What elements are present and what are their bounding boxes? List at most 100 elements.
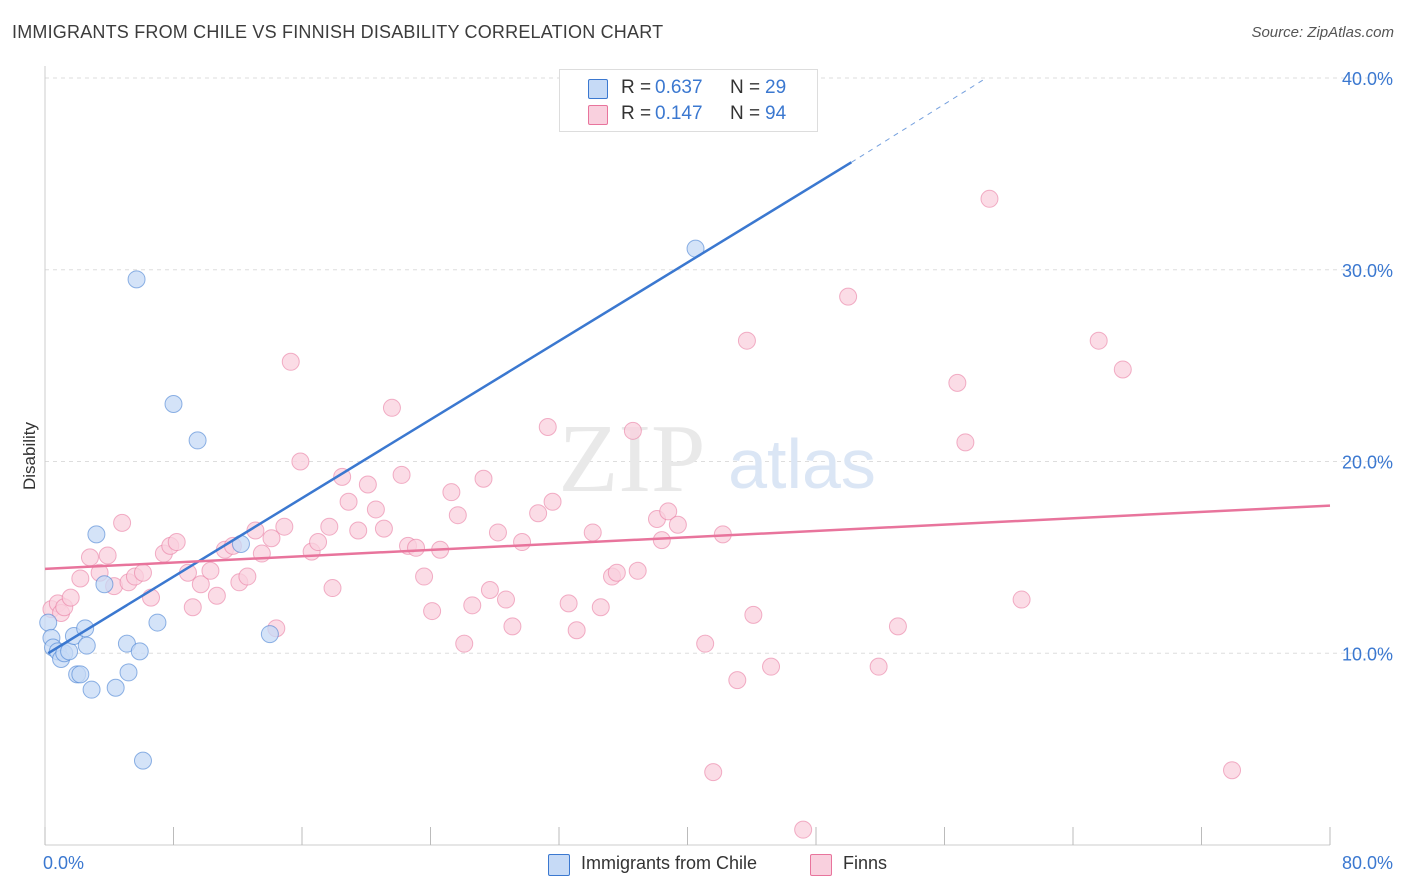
finns-point bbox=[559, 594, 578, 613]
legend-r-label: R = bbox=[621, 103, 652, 124]
y-tick-label: 20.0% bbox=[1342, 453, 1393, 473]
finns-point bbox=[191, 575, 210, 594]
chile-point bbox=[188, 431, 207, 450]
legend-swatch-chile bbox=[588, 79, 608, 99]
finns-point bbox=[323, 579, 342, 598]
finns-point bbox=[503, 617, 522, 636]
trend-layer bbox=[44, 77, 1331, 655]
legend-r-value: 0.147 bbox=[655, 103, 703, 124]
finns-point bbox=[794, 820, 813, 839]
bottom-legend-label-finns: Finns bbox=[843, 853, 888, 873]
watermark: ZIP atlas bbox=[559, 405, 876, 513]
finns-point bbox=[496, 590, 515, 609]
legend-n-label: N = bbox=[730, 103, 761, 124]
finns-point bbox=[956, 433, 975, 452]
chart-source: Source: ZipAtlas.com bbox=[1251, 24, 1394, 41]
chile-point bbox=[130, 642, 149, 661]
finns-point bbox=[291, 452, 310, 471]
finns-point bbox=[474, 469, 493, 488]
chile-point bbox=[95, 575, 114, 594]
finns-point bbox=[839, 287, 858, 306]
finns-point bbox=[201, 561, 220, 580]
finns-point bbox=[529, 504, 548, 523]
finns-point bbox=[98, 546, 117, 565]
finns-point bbox=[607, 563, 626, 582]
finns-point bbox=[668, 515, 687, 534]
y-tick-label: 40.0% bbox=[1342, 69, 1393, 89]
finns-point bbox=[275, 517, 294, 536]
bottom-legend-swatch-chile bbox=[548, 854, 570, 876]
axis-layer bbox=[44, 66, 1331, 846]
finns-point bbox=[652, 531, 671, 550]
legend-swatch-finns bbox=[588, 105, 608, 125]
finns-point bbox=[488, 523, 507, 542]
finns-point bbox=[374, 519, 393, 538]
finns-point bbox=[480, 580, 499, 599]
finns-point bbox=[704, 763, 723, 782]
finns-point bbox=[281, 352, 300, 371]
chile-point bbox=[87, 525, 106, 544]
chile-point bbox=[148, 613, 167, 632]
legend-n-label: N = bbox=[730, 77, 761, 98]
finns-point bbox=[71, 569, 90, 588]
finns-point bbox=[309, 533, 328, 552]
y-tick-label: 30.0% bbox=[1342, 261, 1393, 281]
finns-point bbox=[349, 521, 368, 540]
finns-point bbox=[1089, 331, 1108, 350]
finns-point bbox=[583, 523, 602, 542]
legend-row-chile: R = 0.637 N = 29 bbox=[560, 76, 817, 102]
chile-point bbox=[82, 680, 101, 699]
finns-point bbox=[948, 373, 967, 392]
legend-n-value: 94 bbox=[765, 103, 787, 124]
finns-point bbox=[333, 467, 352, 486]
chile-point bbox=[119, 663, 138, 682]
finns-point bbox=[442, 483, 461, 502]
finns-point bbox=[869, 657, 888, 676]
finns-point bbox=[133, 563, 152, 582]
chart-title: IMMIGRANTS FROM CHILE VS FINNISH DISABIL… bbox=[12, 22, 664, 42]
grid-layer bbox=[45, 77, 1390, 654]
finns-point bbox=[366, 500, 385, 519]
x-tick-label-min: 0.0% bbox=[43, 853, 84, 873]
chile-point bbox=[260, 625, 279, 644]
finns-point bbox=[455, 634, 474, 653]
bottom-legend-swatch-finns bbox=[810, 854, 832, 876]
chile-point bbox=[164, 394, 183, 413]
watermark-zip: ZIP bbox=[559, 405, 706, 513]
chile-trend-line bbox=[47, 161, 852, 655]
finns-point bbox=[358, 475, 377, 494]
finns-trend-line bbox=[44, 504, 1331, 571]
finns-point bbox=[339, 492, 358, 511]
finns-point bbox=[382, 398, 401, 417]
finns-point bbox=[238, 567, 257, 586]
finns-point bbox=[980, 189, 999, 208]
finns-point bbox=[448, 506, 467, 525]
finns-point bbox=[538, 417, 557, 436]
finns-point bbox=[659, 502, 678, 521]
finns-point bbox=[737, 331, 756, 350]
finns-point bbox=[696, 634, 715, 653]
finns-point bbox=[543, 492, 562, 511]
finns-point bbox=[61, 588, 80, 607]
finns-point bbox=[744, 605, 763, 624]
chile-point bbox=[39, 613, 58, 632]
finns-point bbox=[623, 421, 642, 440]
legend-row-finns: R = 0.147 N = 94 bbox=[560, 102, 817, 128]
finns-point bbox=[207, 586, 226, 605]
legend: R = 0.637 N = 29 R = 0.147 N = 94 bbox=[559, 69, 818, 132]
x-tick-label-max: 80.0% bbox=[1342, 853, 1393, 873]
bottom-legend-label-chile: Immigrants from Chile bbox=[581, 853, 758, 873]
finns-point bbox=[1113, 360, 1132, 379]
chile-point bbox=[127, 270, 146, 289]
finns-point bbox=[1223, 761, 1242, 780]
legend-n-value: 29 bbox=[765, 77, 787, 98]
finns-point bbox=[80, 548, 99, 567]
points-layer bbox=[39, 189, 1242, 839]
chile-point bbox=[71, 665, 90, 684]
finns-point bbox=[463, 596, 482, 615]
chile-point bbox=[106, 678, 125, 697]
y-tick-label: 10.0% bbox=[1342, 644, 1393, 664]
finns-point bbox=[591, 598, 610, 617]
finns-point bbox=[183, 598, 202, 617]
